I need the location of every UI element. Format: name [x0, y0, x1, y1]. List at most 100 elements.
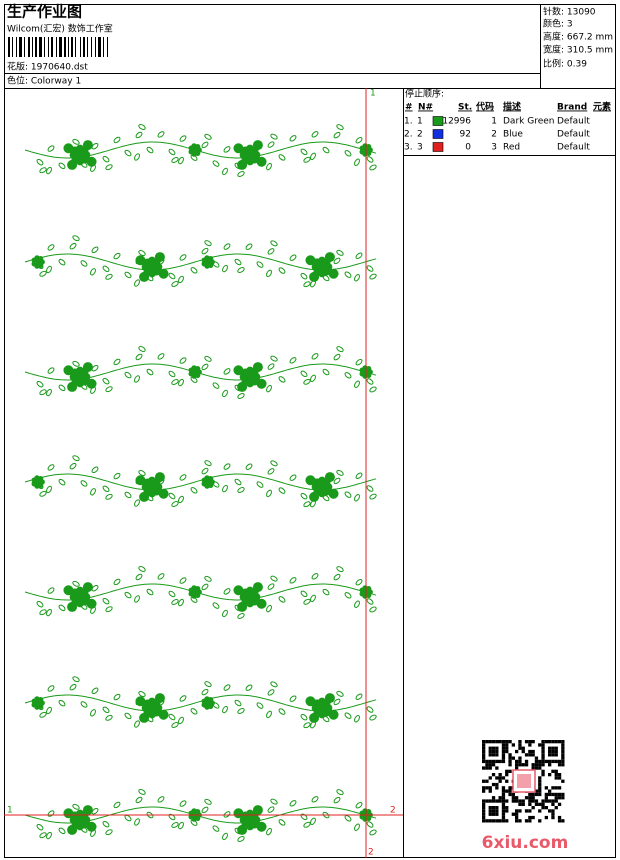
- qr-module: [561, 796, 565, 800]
- qr-module: [488, 740, 492, 744]
- qr-module: [515, 763, 519, 767]
- qr-module: [554, 773, 558, 777]
- leaf: [222, 167, 228, 176]
- leaf: [237, 613, 245, 619]
- leaf: [222, 389, 228, 398]
- row-code: 1: [491, 117, 497, 127]
- leaf: [354, 158, 360, 166]
- row-index: 2.: [404, 130, 413, 140]
- bar: [51, 37, 53, 57]
- qr-module: [505, 740, 509, 744]
- qr-module: [518, 740, 522, 744]
- leaf: [146, 146, 154, 154]
- qr-module: [524, 763, 529, 767]
- qr-module: [554, 746, 558, 750]
- leaf: [289, 254, 297, 261]
- leaf: [366, 706, 374, 713]
- qr-module: [524, 753, 529, 757]
- qr-module: [495, 753, 499, 757]
- petal: [158, 488, 169, 499]
- petal: [86, 156, 97, 167]
- qr-module: [534, 799, 539, 803]
- qr-logo: [517, 774, 531, 788]
- leaf: [366, 598, 374, 605]
- watermark: 6xiu.com: [482, 833, 569, 853]
- qr-module: [508, 789, 512, 793]
- qr-module: [531, 740, 535, 744]
- bar: [64, 37, 66, 57]
- leaf: [267, 248, 275, 255]
- petal: [86, 378, 97, 389]
- flower-center: [244, 814, 256, 826]
- leaf: [223, 684, 231, 691]
- leaf: [278, 376, 286, 383]
- row-index: 1.: [404, 117, 413, 127]
- leaf: [113, 252, 121, 260]
- leaf: [354, 380, 360, 388]
- petal: [233, 365, 244, 376]
- qr-module: [511, 756, 515, 760]
- leaf: [270, 575, 278, 582]
- leaf: [222, 264, 228, 273]
- leaf: [102, 706, 110, 714]
- leaf: [124, 271, 132, 279]
- qr-module: [485, 819, 489, 823]
- petal: [63, 585, 74, 596]
- qr-module: [488, 746, 492, 750]
- petal: [237, 824, 248, 835]
- info: 颜色: 3: [543, 18, 573, 30]
- leaf: [344, 712, 352, 719]
- qr-module: [518, 756, 522, 760]
- qr-module: [531, 796, 535, 800]
- petal: [252, 805, 263, 816]
- leaf: [179, 254, 187, 261]
- leaf: [278, 267, 286, 274]
- leaf: [39, 389, 47, 396]
- leaf: [124, 371, 132, 379]
- qr-module: [515, 812, 519, 816]
- qr-module: [521, 799, 525, 803]
- qr-module: [501, 786, 506, 790]
- qr-module: [551, 740, 555, 744]
- qr-module: [534, 792, 539, 797]
- leaf: [36, 600, 44, 608]
- qr-module: [554, 740, 558, 744]
- qr-module: [518, 802, 522, 806]
- qr-module: [524, 759, 529, 764]
- leaf: [245, 243, 253, 250]
- leaf: [322, 146, 330, 154]
- leaf: [80, 701, 88, 708]
- column-header: #: [405, 103, 413, 113]
- bar: [59, 37, 62, 57]
- petal: [82, 362, 93, 373]
- qr-module: [485, 763, 489, 767]
- leaf: [355, 579, 363, 586]
- qr-module: [518, 763, 522, 767]
- leaf: [171, 281, 179, 287]
- leaf: [344, 271, 352, 278]
- leaf: [135, 353, 143, 361]
- bar: [103, 37, 104, 57]
- petal: [256, 598, 267, 609]
- qr-module: [482, 819, 486, 823]
- leaf: [355, 359, 363, 366]
- qr-module: [505, 806, 509, 810]
- qr-module: [538, 786, 542, 790]
- leaf: [58, 827, 66, 835]
- leaf: [80, 260, 88, 267]
- leaf: [105, 493, 113, 500]
- qr-module: [508, 763, 512, 767]
- qr-module: [488, 809, 492, 813]
- qr-module: [544, 740, 548, 744]
- qr-module: [482, 746, 486, 750]
- qr-module: [485, 766, 489, 770]
- qr-module: [482, 779, 486, 783]
- leaf: [256, 481, 264, 488]
- row-description: Dark Green: [503, 117, 554, 127]
- leaf: [146, 368, 154, 376]
- qr-module: [528, 796, 532, 800]
- qr-module: [495, 809, 499, 813]
- qr-module: [541, 799, 545, 803]
- leaf: [157, 353, 165, 360]
- qr-module: [544, 806, 548, 810]
